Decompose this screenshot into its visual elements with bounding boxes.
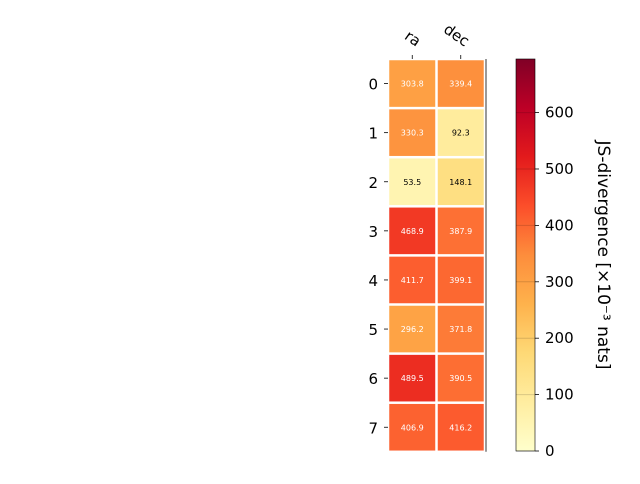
heatmap-cell [389,354,436,402]
cell-value-label: 53.5 [403,178,421,187]
heatmap-cell [437,403,484,451]
cell-value-label: 339.4 [449,80,472,89]
cell-value-label: 303.8 [401,80,424,89]
heatmap-cell [437,158,484,206]
colorbar-gradient [515,58,536,452]
cell-value-label: 92.3 [452,129,470,138]
row-label-4: 4 [368,272,378,290]
row-label-3: 3 [368,223,378,241]
cell-value-label: 330.3 [401,129,424,138]
colorbar-tick-label: 500 [545,160,574,178]
heatmap-cell [389,305,436,353]
row-label-6: 6 [368,370,378,388]
cell-value-label: 489.5 [401,374,424,383]
cell-value-label: 411.7 [401,276,424,285]
cell-value-label: 371.8 [449,325,472,334]
column-label-ra: ra [401,27,424,51]
heatmap-cell [389,403,436,451]
heatmap-cell [437,60,484,107]
colorbar-tick-label: 100 [545,386,574,404]
cell-value-label: 387.9 [449,227,472,236]
colorbar-tick-label: 0 [545,442,555,460]
heatmap-cell [389,158,436,206]
colorbar-tick-label: 600 [545,104,574,122]
cell-value-label: 296.2 [401,325,424,334]
cell-value-label: 406.9 [401,423,424,432]
colorbar-tick-label: 300 [545,273,574,291]
heatmap-cell [389,109,436,156]
cell-value-label: 399.1 [449,276,472,285]
row-label-1: 1 [368,125,378,143]
cell-value-label: 390.5 [449,374,472,383]
cell-value-label: 468.9 [401,227,424,236]
heatmap-cell [437,207,484,255]
heatmap-cell [437,109,484,156]
cell-value-label: 416.2 [449,423,472,432]
heatmap-cell [437,256,484,304]
colorbar: 0 100 200 300 400 500 600 JS-divergence [×10⁻³ … [515,58,613,460]
heatmap-cell [389,256,436,304]
row-label-2: 2 [368,174,378,192]
heatmap-cell [437,305,484,353]
row-label-0: 0 [368,76,378,94]
colorbar-tick-label: 400 [545,216,574,234]
colorbar-label: JS-divergence [×10⁻³ nats] [593,140,613,370]
row-label-5: 5 [368,321,378,339]
heatmap-cell [389,207,436,255]
heatmap-cell [389,60,436,107]
colorbar-tick-label: 200 [545,329,574,347]
column-label-dec: dec [440,20,472,50]
heatmap-cell [437,354,484,402]
cell-value-label: 148.1 [449,178,472,187]
row-label-7: 7 [368,419,378,437]
